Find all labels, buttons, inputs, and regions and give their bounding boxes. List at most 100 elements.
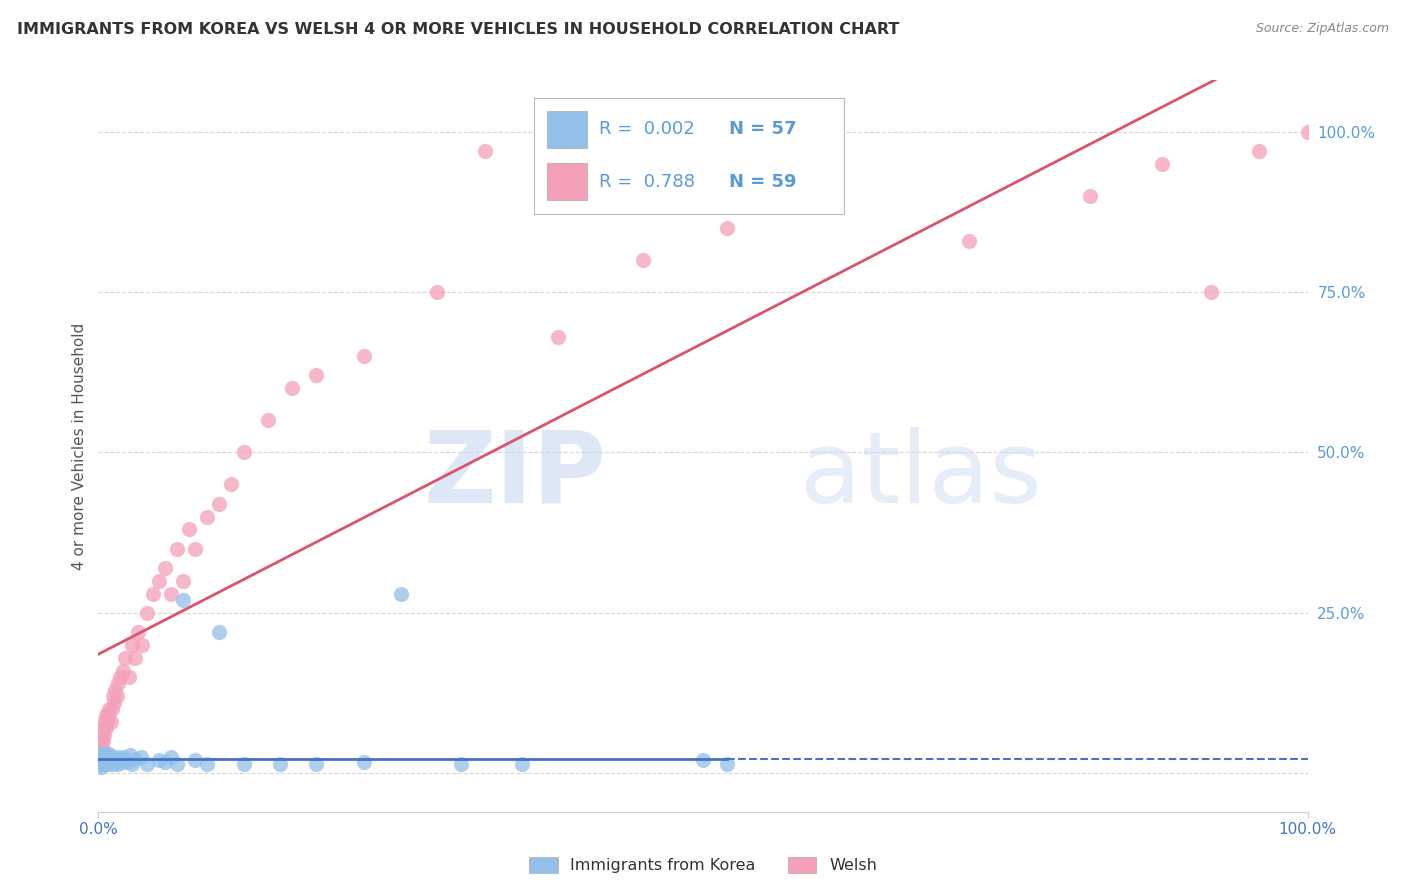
Immigrants from Korea xyxy=(91,753,114,767)
Immigrants from Korea xyxy=(114,753,136,767)
Welsh xyxy=(135,606,157,620)
Welsh xyxy=(1078,188,1101,202)
Welsh xyxy=(160,586,183,600)
Welsh xyxy=(91,728,114,742)
Welsh xyxy=(813,195,835,210)
Welsh xyxy=(90,734,112,748)
Immigrants from Korea xyxy=(91,755,114,769)
Welsh xyxy=(98,702,121,716)
Welsh xyxy=(172,574,194,588)
Welsh xyxy=(96,714,118,729)
Welsh xyxy=(100,714,122,729)
Immigrants from Korea xyxy=(129,750,152,764)
Immigrants from Korea xyxy=(108,755,131,769)
Immigrants from Korea xyxy=(94,753,117,767)
Immigrants from Korea xyxy=(108,753,131,767)
Welsh xyxy=(91,734,114,748)
Immigrants from Korea xyxy=(111,750,134,764)
Welsh xyxy=(91,740,114,755)
Immigrants from Korea xyxy=(90,760,112,774)
Welsh xyxy=(631,252,654,267)
Immigrants from Korea xyxy=(166,756,188,771)
Immigrants from Korea xyxy=(716,756,738,771)
Welsh xyxy=(131,638,153,652)
Welsh xyxy=(127,625,149,640)
Welsh xyxy=(89,747,111,761)
Immigrants from Korea xyxy=(100,750,122,764)
Immigrants from Korea xyxy=(105,750,128,764)
Immigrants from Korea xyxy=(100,755,122,769)
Immigrants from Korea xyxy=(269,756,291,771)
Welsh xyxy=(1152,157,1174,171)
Welsh xyxy=(101,690,124,704)
Immigrants from Korea xyxy=(91,756,114,771)
Bar xyxy=(547,163,586,200)
Immigrants from Korea xyxy=(103,752,125,766)
Text: N = 57: N = 57 xyxy=(730,120,797,138)
Welsh xyxy=(100,702,122,716)
Text: R =  0.002: R = 0.002 xyxy=(599,120,695,138)
Welsh xyxy=(179,523,201,537)
Immigrants from Korea xyxy=(160,750,183,764)
Welsh xyxy=(97,708,120,723)
Immigrants from Korea xyxy=(93,752,115,766)
Welsh xyxy=(93,714,115,729)
Immigrants from Korea xyxy=(389,586,412,600)
Immigrants from Korea xyxy=(104,755,127,769)
Welsh xyxy=(111,664,134,678)
Welsh xyxy=(118,670,141,684)
Welsh xyxy=(1249,144,1271,158)
Immigrants from Korea xyxy=(135,756,157,771)
Welsh xyxy=(232,445,254,459)
Welsh xyxy=(104,682,127,697)
Text: Source: ZipAtlas.com: Source: ZipAtlas.com xyxy=(1256,22,1389,36)
Welsh xyxy=(124,650,146,665)
Welsh xyxy=(93,728,115,742)
Welsh xyxy=(94,708,117,723)
Immigrants from Korea xyxy=(97,756,120,771)
Welsh xyxy=(547,330,569,344)
Immigrants from Korea xyxy=(98,752,121,766)
Immigrants from Korea xyxy=(121,756,143,771)
Text: ZIP: ZIP xyxy=(423,426,606,524)
Welsh xyxy=(184,541,207,556)
Immigrants from Korea xyxy=(94,747,117,761)
Welsh xyxy=(256,413,278,427)
Immigrants from Korea xyxy=(90,750,112,764)
Immigrants from Korea xyxy=(89,753,111,767)
Welsh xyxy=(208,497,231,511)
Y-axis label: 4 or more Vehicles in Household: 4 or more Vehicles in Household xyxy=(72,322,87,570)
Welsh xyxy=(426,285,449,299)
Immigrants from Korea xyxy=(91,747,114,761)
Legend: Immigrants from Korea, Welsh: Immigrants from Korea, Welsh xyxy=(523,850,883,880)
Welsh xyxy=(281,381,304,395)
Immigrants from Korea xyxy=(107,756,129,771)
Bar xyxy=(547,111,586,148)
Immigrants from Korea xyxy=(195,756,218,771)
Immigrants from Korea xyxy=(172,593,194,607)
Welsh xyxy=(353,349,375,363)
Welsh xyxy=(957,234,980,248)
Immigrants from Korea xyxy=(232,756,254,771)
Welsh xyxy=(1199,285,1222,299)
Immigrants from Korea xyxy=(97,753,120,767)
Immigrants from Korea xyxy=(510,756,533,771)
Welsh xyxy=(148,574,170,588)
Immigrants from Korea xyxy=(90,747,112,761)
Immigrants from Korea xyxy=(89,756,111,771)
Immigrants from Korea xyxy=(117,755,139,769)
Welsh xyxy=(716,220,738,235)
Immigrants from Korea xyxy=(101,756,124,771)
Immigrants from Korea xyxy=(153,755,176,769)
Immigrants from Korea xyxy=(96,755,118,769)
Immigrants from Korea xyxy=(148,753,170,767)
Welsh xyxy=(89,740,111,755)
Immigrants from Korea xyxy=(118,748,141,763)
Welsh xyxy=(107,676,129,690)
Welsh xyxy=(108,670,131,684)
Immigrants from Korea xyxy=(91,750,114,764)
Immigrants from Korea xyxy=(305,756,328,771)
Text: atlas: atlas xyxy=(800,426,1042,524)
Text: R =  0.788: R = 0.788 xyxy=(599,173,695,191)
Text: IMMIGRANTS FROM KOREA VS WELSH 4 OR MORE VEHICLES IN HOUSEHOLD CORRELATION CHART: IMMIGRANTS FROM KOREA VS WELSH 4 OR MORE… xyxy=(17,22,900,37)
